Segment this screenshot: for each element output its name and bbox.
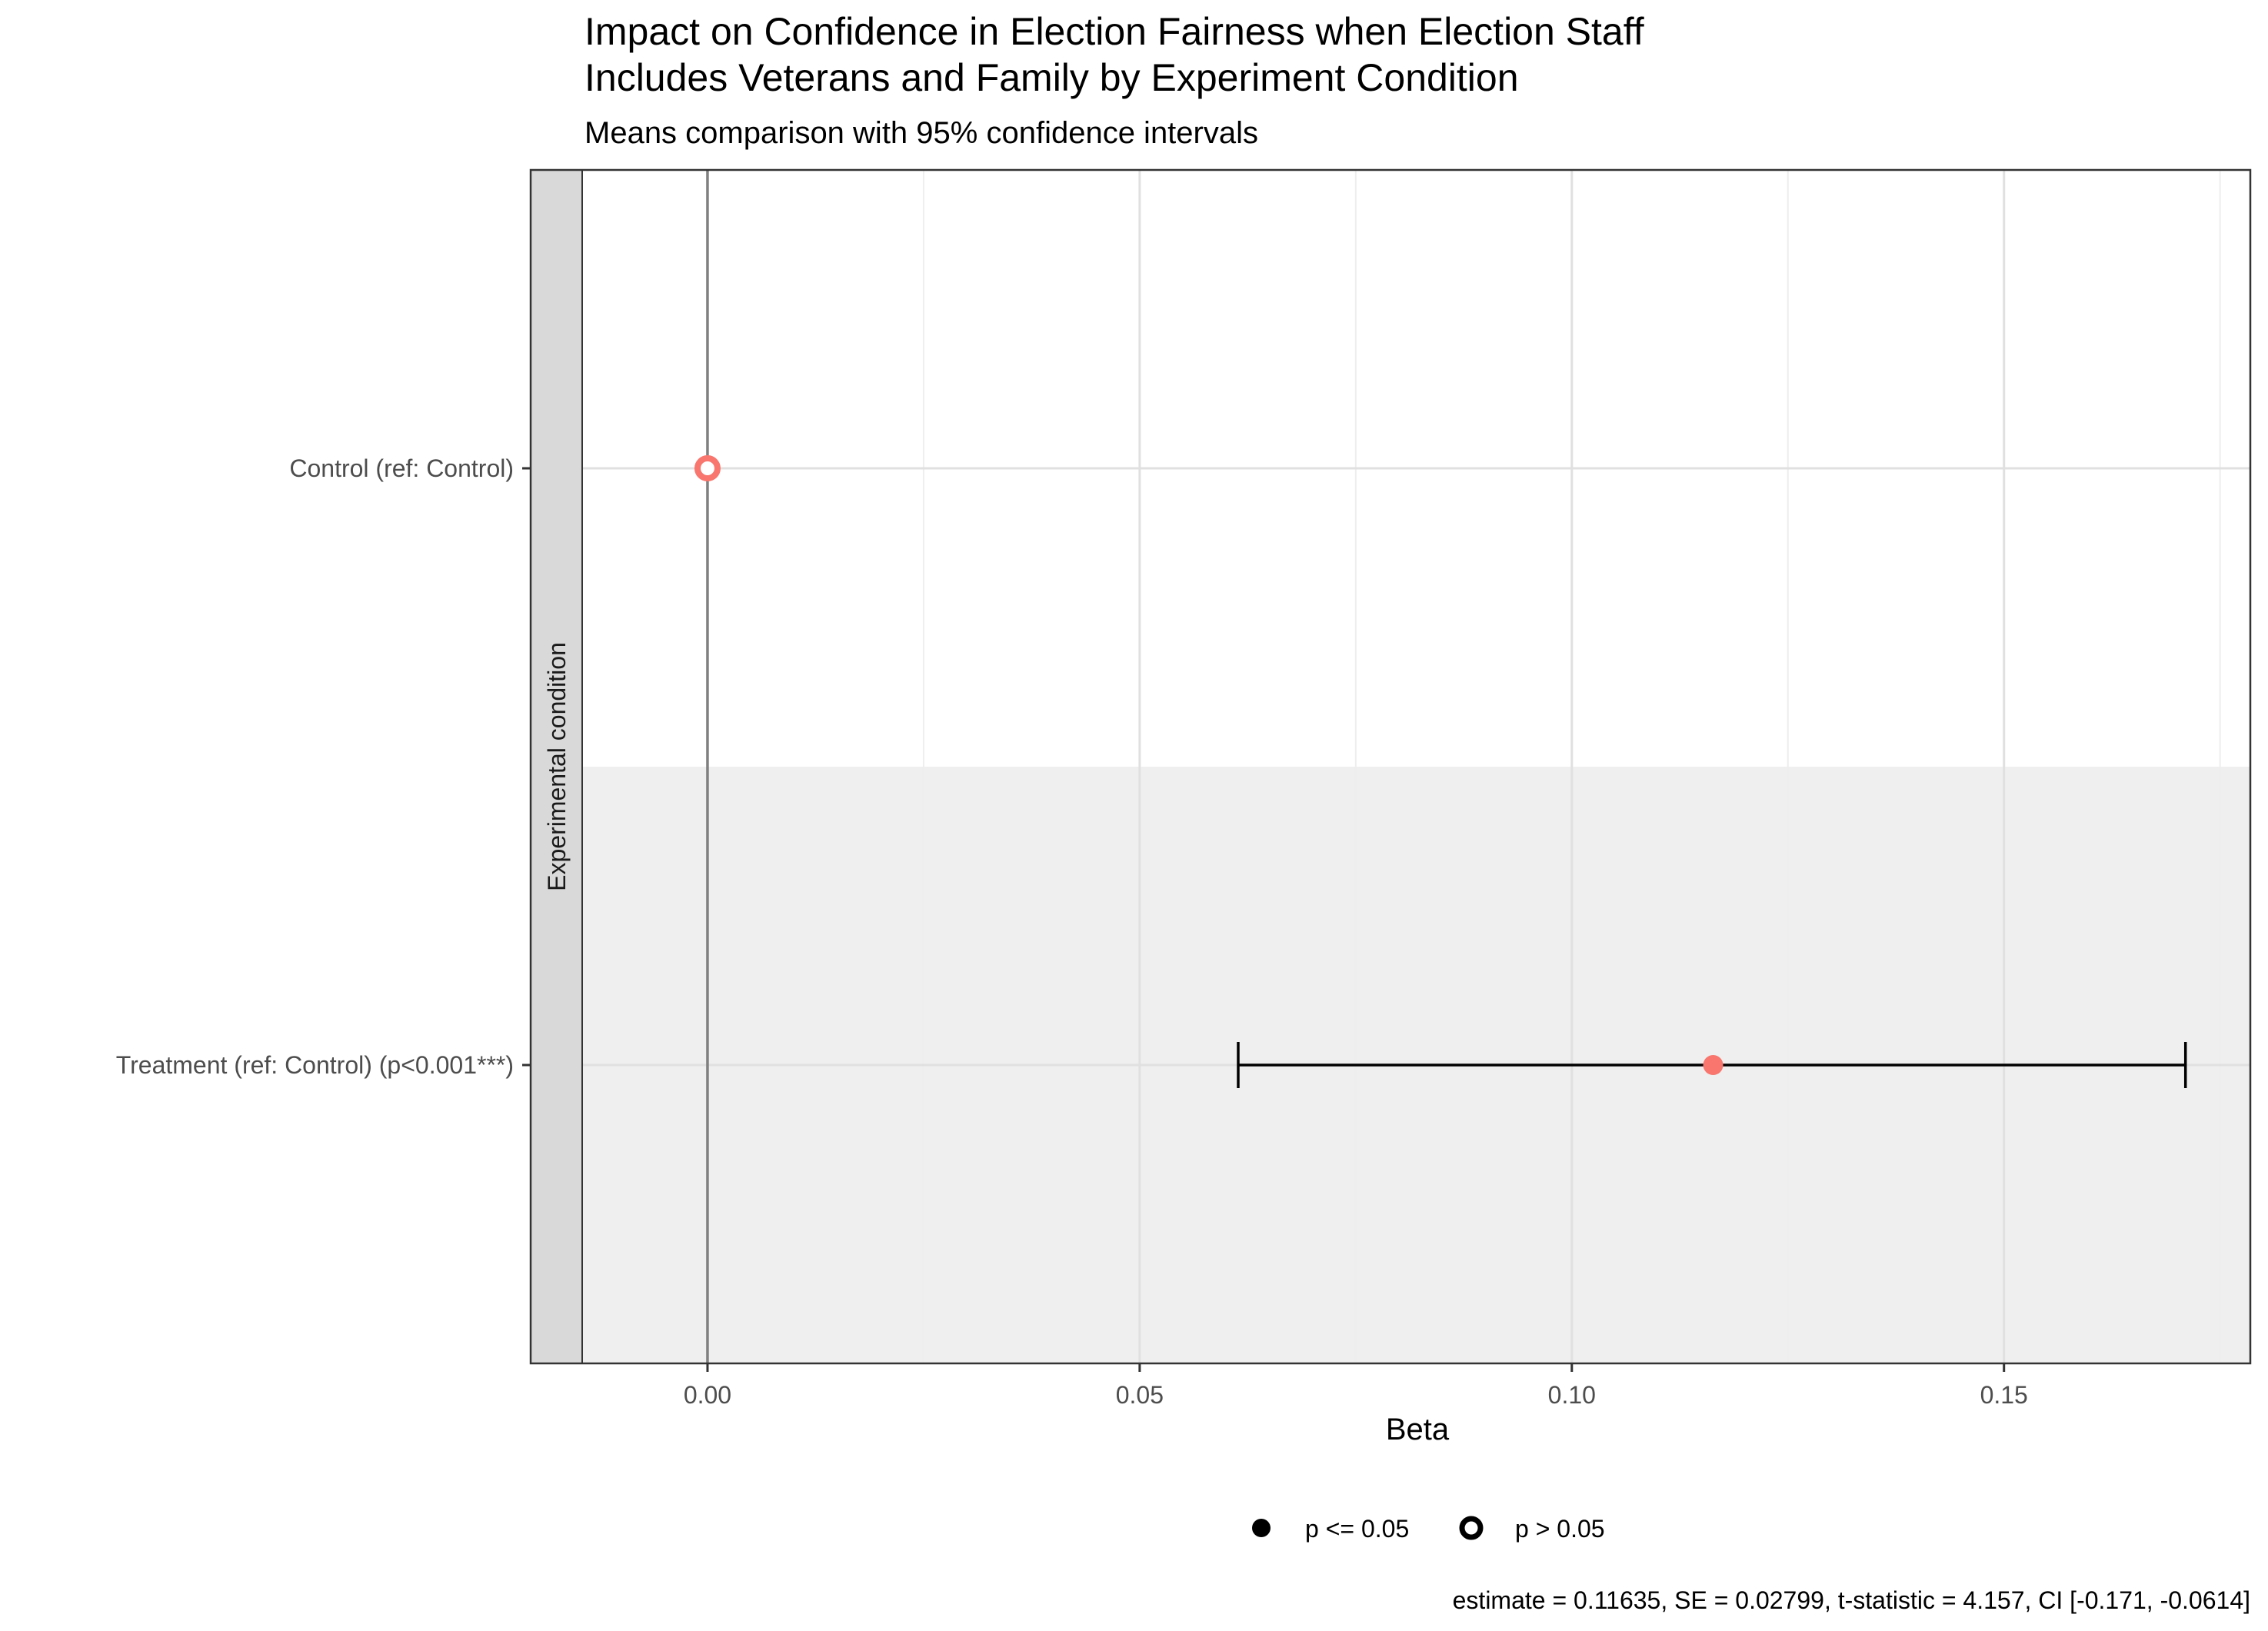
x-axis: 0.00 0.05 0.10 0.15 [684,1363,2028,1409]
data-layer [694,455,2187,1088]
legend-open-circle-marker [1459,1516,1484,1540]
x-axis-title: Beta [1386,1413,1450,1446]
legend-item-not-significant: p > 0.05 [1515,1515,1605,1543]
panel-border [529,168,2252,1365]
y-tick-label: Treatment (ref: Control) (p<0.001***) [116,1051,514,1079]
facet-strip-label: Experimental condition [543,642,571,891]
y-axis: Control (ref: Control) Treatment (ref: Co… [116,454,531,1079]
x-tick-label: 0.15 [1980,1381,2028,1409]
legend-filled-circle-marker [1252,1519,1271,1537]
chart-title-line-2: Includes Veterans and Family by Experime… [584,56,1519,99]
x-tick-label: 0.10 [1548,1381,1596,1409]
chart-title-line-1: Impact on Confidence in Election Fairnes… [584,10,1644,53]
estimate-point-filled [1703,1055,1723,1075]
legend: p <= 0.05 p > 0.05 [1252,1515,1605,1543]
estimate-point-open [694,455,721,481]
legend-item-significant: p <= 0.05 [1305,1515,1409,1543]
chart-caption: estimate = 0.11635, SE = 0.02799, t-stat… [1453,1586,2250,1614]
x-tick-label: 0.05 [1116,1381,1164,1409]
chart-subtitle: Means comparison with 95% confidence int… [584,116,1258,150]
x-tick-label: 0.00 [684,1381,731,1409]
y-tick-label: Control (ref: Control) [289,454,514,482]
